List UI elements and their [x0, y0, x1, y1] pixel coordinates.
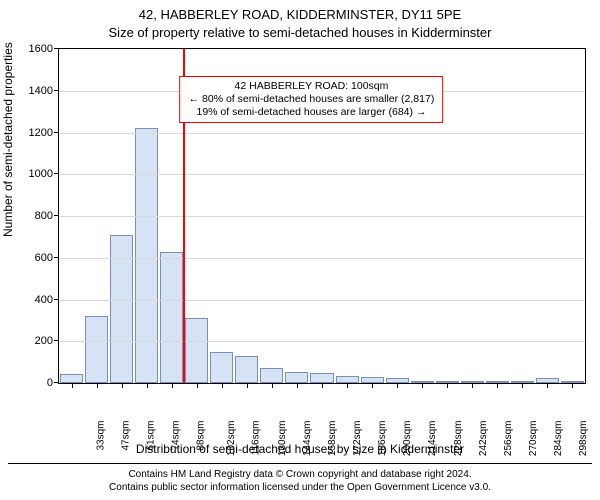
- histogram-bar: [60, 374, 83, 383]
- histogram-bar: [260, 368, 283, 383]
- subtitle: Size of property relative to semi-detach…: [0, 24, 600, 42]
- y-tick: 800: [35, 210, 53, 222]
- footer-line-2: Contains public sector information licen…: [0, 481, 600, 494]
- y-tick: 1600: [29, 43, 53, 55]
- histogram-bar: [160, 252, 183, 384]
- histogram-bar: [310, 373, 333, 383]
- y-tick: 1400: [29, 85, 53, 97]
- plot-region: 0200400600800100012001400160042 HABBERLE…: [58, 48, 586, 384]
- x-axis-label: Distribution of semi-detached houses by …: [0, 442, 600, 456]
- histogram-bar: [235, 356, 258, 383]
- histogram-bar: [135, 128, 158, 383]
- histogram-bar: [285, 372, 308, 383]
- y-tick: 1200: [29, 127, 53, 139]
- y-tick: 600: [35, 252, 53, 264]
- y-axis-label: Number of semi-detached properties: [1, 42, 15, 237]
- chart-header: 42, HABBERLEY ROAD, KIDDERMINSTER, DY11 …: [0, 0, 600, 41]
- footer-divider: [8, 463, 592, 464]
- footer-line-1: Contains HM Land Registry data © Crown c…: [0, 468, 600, 481]
- annotation-box: 42 HABBERLEY ROAD: 100sqm← 80% of semi-d…: [180, 76, 444, 123]
- y-tick: 0: [47, 377, 53, 389]
- histogram-bar: [85, 316, 108, 383]
- y-tick: 200: [35, 335, 53, 347]
- x-tick-labels: 33sqm47sqm61sqm74sqm88sqm102sqm116sqm130…: [58, 384, 586, 432]
- histogram-bar: [185, 318, 208, 383]
- y-tick: 1000: [29, 168, 53, 180]
- footer: Contains HM Land Registry data © Crown c…: [0, 468, 600, 494]
- y-tick: 400: [35, 294, 53, 306]
- histogram-bar: [210, 352, 233, 383]
- histogram-bar: [336, 376, 359, 383]
- chart-area: Number of semi-detached properties 02004…: [0, 42, 600, 432]
- address-title: 42, HABBERLEY ROAD, KIDDERMINSTER, DY11 …: [0, 6, 600, 24]
